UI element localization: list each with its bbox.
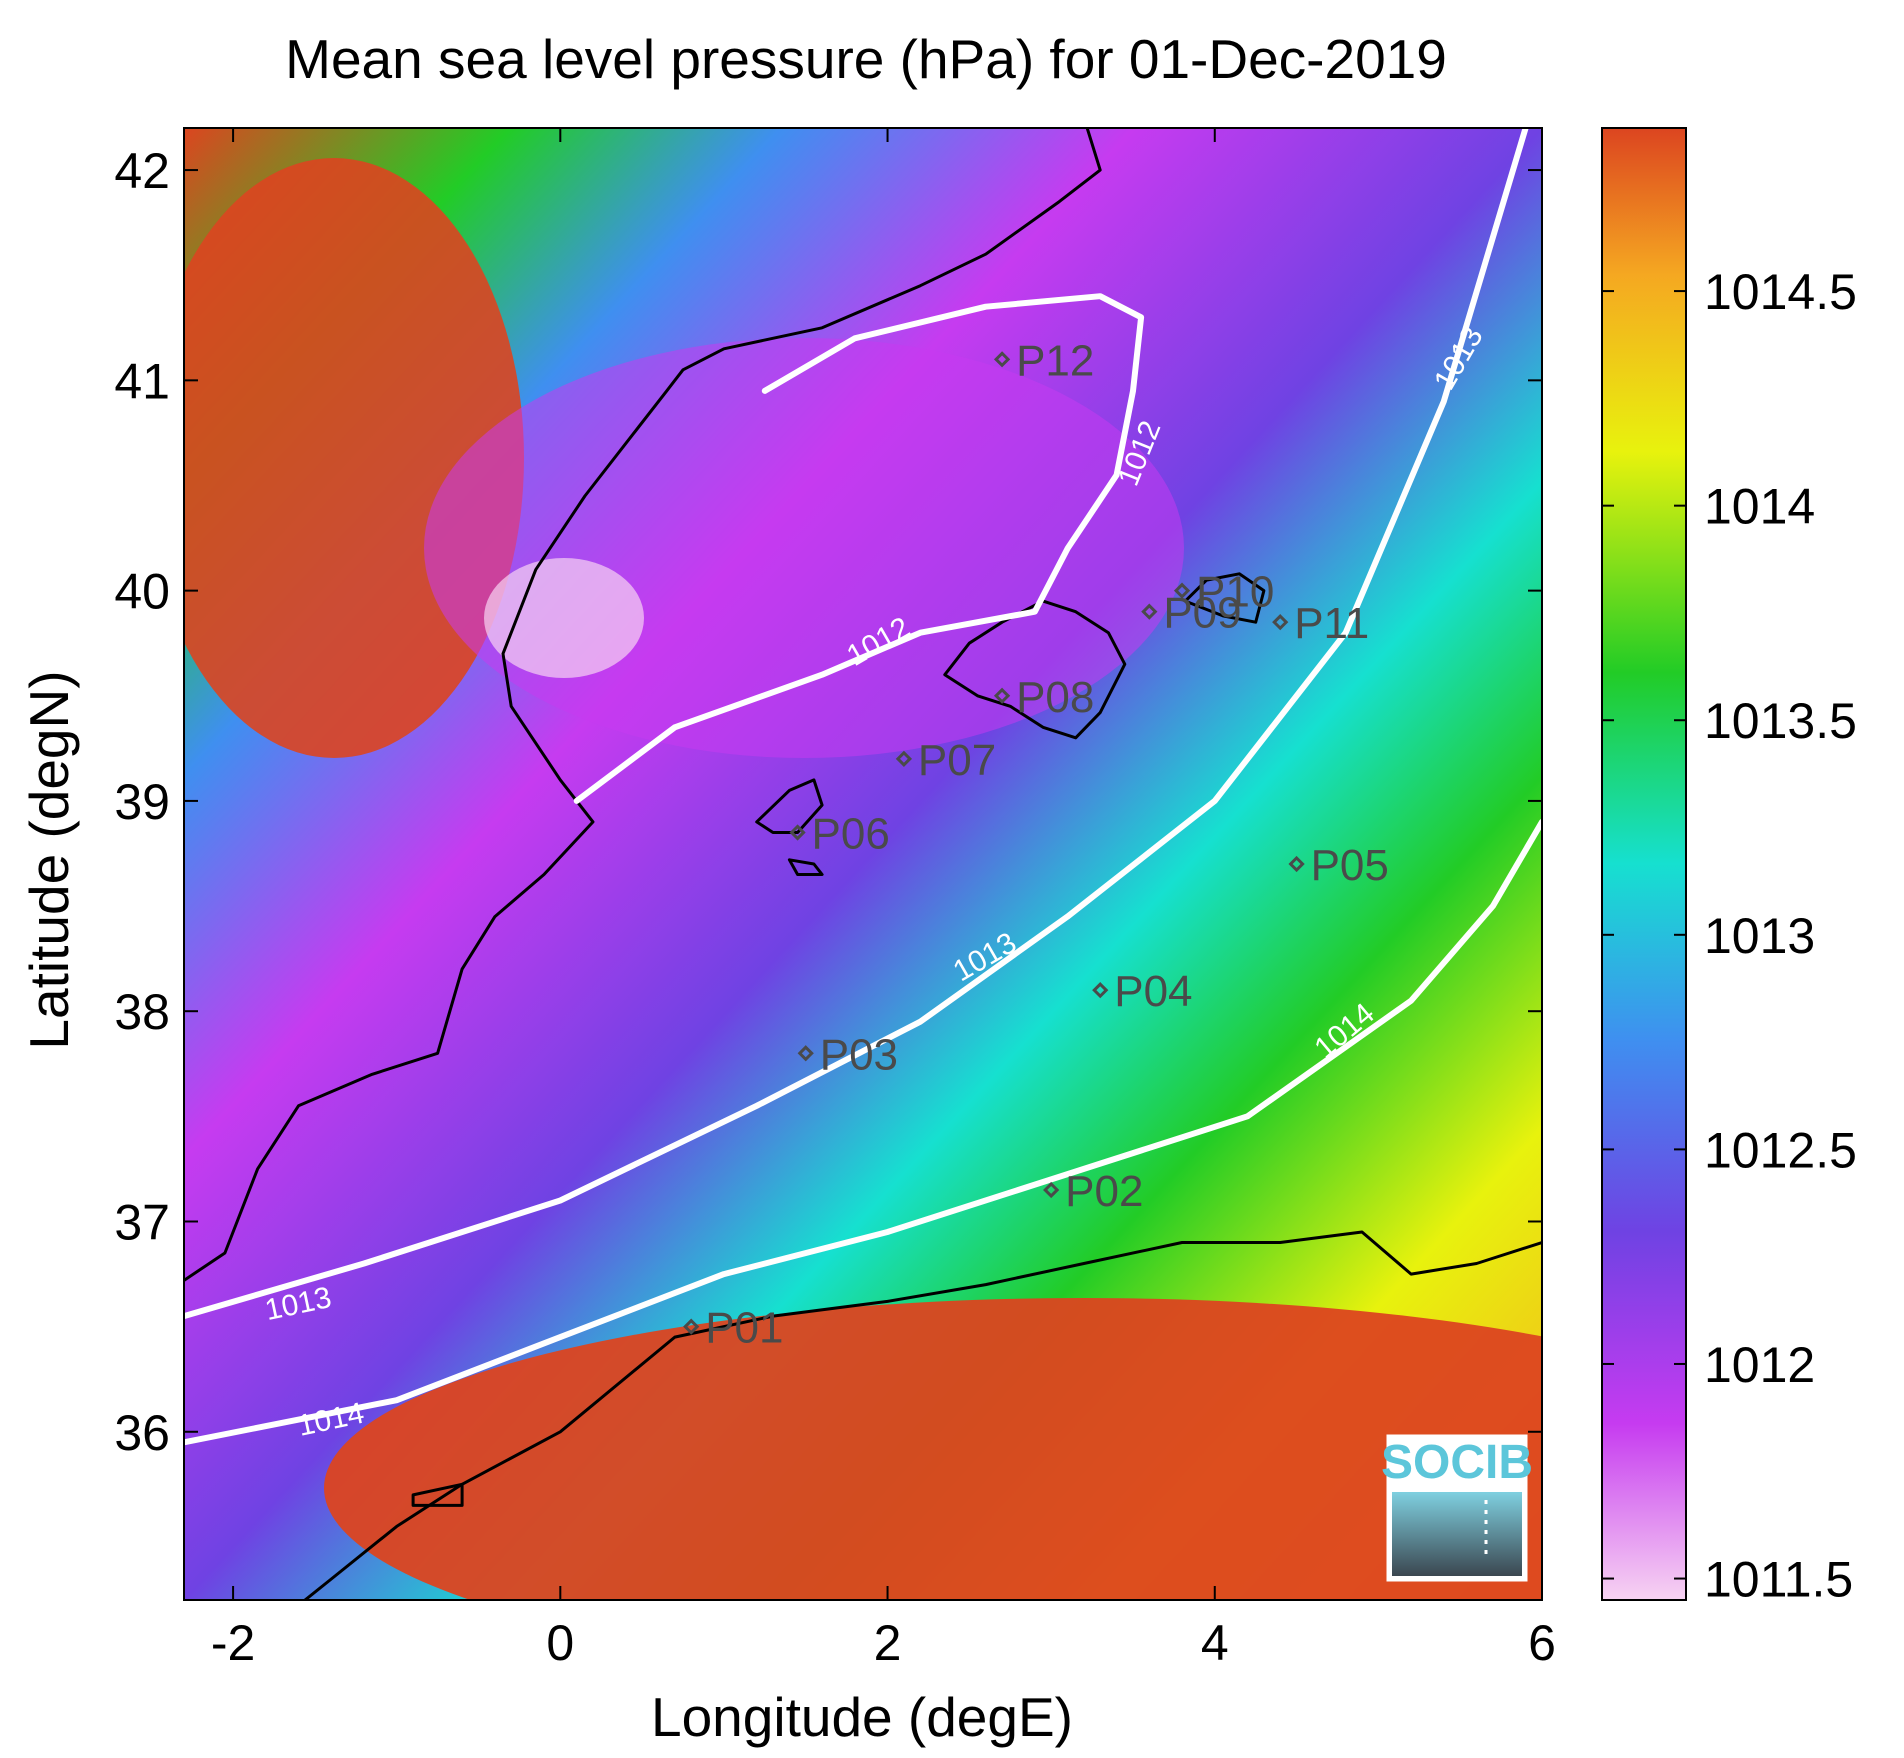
x-axis: -2 0 2 4 6 [211,128,1556,1671]
station-label: P02 [1065,1167,1143,1216]
plot-frame [183,127,1543,1601]
colorbar-gradient [1601,127,1687,1601]
y-tick-label: 41 [114,353,170,409]
colorbar: 1011.5 1012 1012.5 1013 1013.5 1014 1014.5 [1601,127,1857,1608]
y-tick-label: 40 [114,564,170,620]
coastline-formentera [787,858,824,876]
x-tick-label: -2 [211,1615,255,1671]
y-axis: 36 37 38 39 40 41 42 [114,143,1542,1461]
station-marker [1043,1181,1060,1199]
colorbar-tick-label: 1014.5 [1704,264,1857,320]
x-tick-label: 2 [874,1615,902,1671]
y-axis-label: Latitude (degN) [18,670,80,1049]
y-tick-label: 37 [114,1194,170,1250]
x-axis-label: Longitude (degE) [651,1686,1073,1748]
map-title: Mean sea level pressure (hPa) for 01-Dec… [285,28,1447,90]
station-marker [993,351,1011,368]
coastline-alboran-island [411,1482,464,1507]
station-marker [683,1318,700,1335]
contour-line-1013 [184,128,1529,1320]
contour-line-1012 [573,293,1145,804]
station-marker [1141,603,1158,620]
station-label: P06 [812,809,890,858]
colorbar-tick-label: 1012 [1704,1337,1815,1393]
y-tick-label: 39 [114,774,170,830]
colorbar-tick-label: 1013.5 [1704,693,1857,749]
coastline-mallorca [943,599,1127,740]
colorbar-tick-label: 1013 [1704,908,1815,964]
colorbar-tick-label: 1012.5 [1704,1122,1857,1178]
station-label: P09 [1163,589,1241,638]
colorbar-tick-label: 1011.5 [1704,1552,1853,1608]
coastline-menorca [1183,572,1266,624]
y-tick-label: 38 [114,984,170,1040]
station-label: P12 [1016,336,1094,385]
station-marker [1173,582,1191,599]
y-tick-label: 42 [114,143,170,199]
station-marker [993,687,1011,704]
station-label: P10 [1196,568,1274,617]
colorbar-ticks: 1011.5 1012 1012.5 1013 1013.5 1014 1014.5 [1602,264,1857,1608]
station-label: P04 [1114,967,1192,1016]
colorbar-tick-label: 1014 [1704,479,1815,535]
station-label: P05 [1311,841,1389,890]
station-marker [895,750,913,767]
station-label: P07 [918,736,996,785]
contour-line-1014 [184,818,1542,1446]
station-marker [1092,982,1109,999]
x-tick-label: 0 [546,1615,574,1671]
coastline-iberia-east-coast [184,128,1102,1282]
station-label: P08 [1016,673,1094,722]
station-marker [1272,614,1289,631]
station-label: P11 [1294,599,1369,648]
station-label: P01 [705,1304,783,1353]
socib-logo: SOCIB [1381,1434,1533,1582]
station-marker [797,1045,814,1062]
station-label: P03 [820,1030,898,1079]
coastlines [184,128,1542,1600]
station-marker [789,824,806,841]
high-pressure-iberia [184,158,524,758]
x-tick-label: 6 [1528,1615,1556,1671]
socib-logo-text: SOCIB [1381,1436,1533,1489]
station-marker [1288,855,1305,873]
pressure-minimum [484,558,644,678]
x-tick-label: 4 [1201,1615,1229,1671]
coastline-ibiza [755,778,824,834]
y-tick-label: 36 [114,1405,170,1461]
